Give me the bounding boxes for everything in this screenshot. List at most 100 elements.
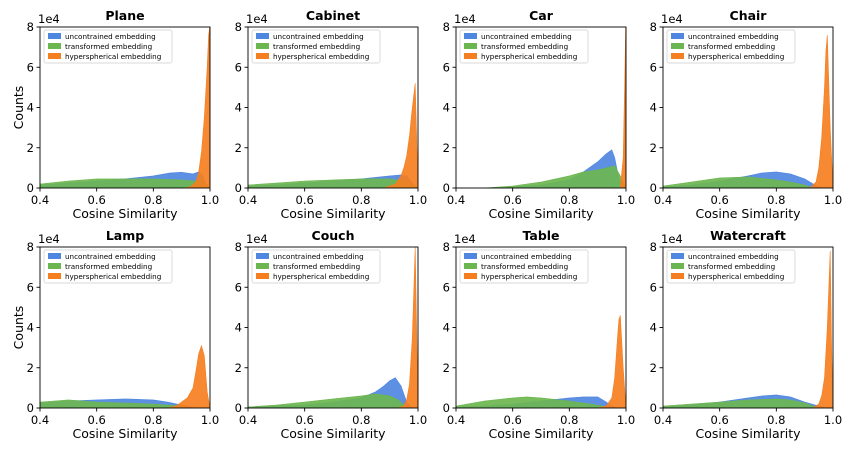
legend-label-transformed-embedding: transformed embedding [65,42,152,51]
y-tick-label: 4 [235,101,242,115]
x-tick-label: 1.0 [617,193,635,207]
legend-box [43,249,173,284]
legend-label-hyperspherical-embedding: hyperspherical embedding [65,52,161,61]
y-tick-label: 8 [443,240,450,254]
x-tick-label: 1.0 [824,413,842,427]
x-tick-label: 1.0 [409,193,427,207]
scale-label: 1e4 [38,12,60,26]
y-tick-label: 6 [235,280,242,294]
x-tick-label: 0.6 [296,193,314,207]
series-hyperspherical-embedding-lamp [167,344,210,408]
legend-label-hyperspherical-embedding: hyperspherical embedding [481,52,577,61]
y-tick-label: 2 [650,361,657,375]
panel-plane: 0 2 4 6 8 0.4 0.6 0.8 1.0 1e4 Plane Cosine Similari… [27,8,219,221]
y-tick-label: 0 [650,401,657,415]
legend-label-uncontrained-embedding: uncontrained embedding [65,252,156,261]
legend-swatch-hyperspherical-embedding [256,53,269,59]
x-tick-label: 0.6 [296,413,314,427]
x-tick-label: 1.0 [409,413,427,427]
plot-area-lamp [40,344,210,408]
y-axis-label-bottom: Counts [11,306,26,350]
x-axis-label: Cosine Similarity [72,206,178,221]
x-tick-label: 1.0 [201,193,219,207]
legend-swatch-transformed-embedding [671,263,684,269]
legend-swatch-hyperspherical-embedding [671,273,684,279]
y-tick-label: 4 [443,101,450,115]
y-tick-label: 4 [235,321,242,335]
x-axis-label: Cosine Similarity [695,426,801,441]
legend-label-hyperspherical-embedding: hyperspherical embedding [688,272,784,281]
y-tick-label: 4 [650,101,657,115]
series-hyperspherical-embedding-cabinet [383,83,418,188]
y-tick-label: 2 [443,141,450,155]
panel-title: Table [522,228,559,243]
legend-label-uncontrained-embedding: uncontrained embedding [481,252,572,261]
series-hyperspherical-embedding-watercraft [812,250,833,408]
series-hyperspherical-embedding-chair [809,35,833,188]
plot-area-watercraft [663,250,833,408]
legend-swatch-transformed-embedding [48,263,61,269]
legend-label-uncontrained-embedding: uncontrained embedding [688,252,779,261]
x-tick-label: 0.4 [239,413,257,427]
y-tick-label: 4 [650,321,657,335]
legend-swatch-transformed-embedding [48,43,61,49]
y-tick-label: 8 [235,240,242,254]
y-tick-label: 0 [443,181,450,195]
legend-swatch-transformed-embedding [256,263,269,269]
x-tick-label: 0.8 [144,413,162,427]
y-tick-label: 6 [27,280,34,294]
series-hyperspherical-embedding-plane [181,27,210,188]
y-tick-label: 4 [443,321,450,335]
legend-swatch-hyperspherical-embedding [256,273,269,279]
x-axis-label: Cosine Similarity [695,206,801,221]
plot-area-table [456,315,626,408]
legend-swatch-transformed-embedding [464,43,477,49]
y-tick-label: 2 [235,141,242,155]
panel-title: Watercraft [710,228,786,243]
x-tick-label: 0.4 [31,193,49,207]
x-tick-label: 0.8 [352,413,370,427]
legend-swatch-uncontrained-embedding [256,33,269,39]
legend-swatch-hyperspherical-embedding [671,53,684,59]
y-tick-label: 8 [443,20,450,34]
x-tick-label: 0.8 [352,193,370,207]
legend-box [666,29,796,64]
y-tick-label: 0 [235,181,242,195]
y-tick-label: 4 [27,101,34,115]
y-axis-label-top: Counts [11,86,26,130]
y-tick-label: 8 [27,240,34,254]
y-tick-label: 6 [27,60,34,74]
x-tick-label: 0.8 [767,193,785,207]
x-tick-label: 0.6 [711,193,729,207]
y-tick-label: 2 [235,361,242,375]
panel-cabinet: 0 2 4 6 8 0.4 0.6 0.8 1.0 1e4 Cabinet Cosine Simila… [235,8,427,221]
x-tick-label: 0.4 [447,193,465,207]
y-tick-label: 0 [27,181,34,195]
legend-swatch-uncontrained-embedding [48,253,61,259]
x-tick-label: 0.8 [560,413,578,427]
plot-area-cabinet [248,83,418,188]
legend-swatch-hyperspherical-embedding [48,53,61,59]
y-tick-label: 8 [27,20,34,34]
legend-swatch-uncontrained-embedding [671,253,684,259]
x-tick-label: 0.8 [560,193,578,207]
legend-swatch-uncontrained-embedding [464,253,477,259]
scale-label: 1e4 [454,12,476,26]
legend-swatch-hyperspherical-embedding [48,273,61,279]
y-tick-label: 8 [650,240,657,254]
y-tick-label: 6 [443,280,450,294]
x-tick-label: 0.6 [88,413,106,427]
legend-swatch-uncontrained-embedding [48,33,61,39]
x-tick-label: 0.8 [767,413,785,427]
legend-label-uncontrained-embedding: uncontrained embedding [688,32,779,41]
scale-label: 1e4 [661,12,683,26]
x-tick-label: 0.6 [711,413,729,427]
legend-box [666,249,796,284]
legend-box [251,29,381,64]
y-tick-label: 6 [650,280,657,294]
x-tick-label: 1.0 [201,413,219,427]
legend-swatch-uncontrained-embedding [256,253,269,259]
